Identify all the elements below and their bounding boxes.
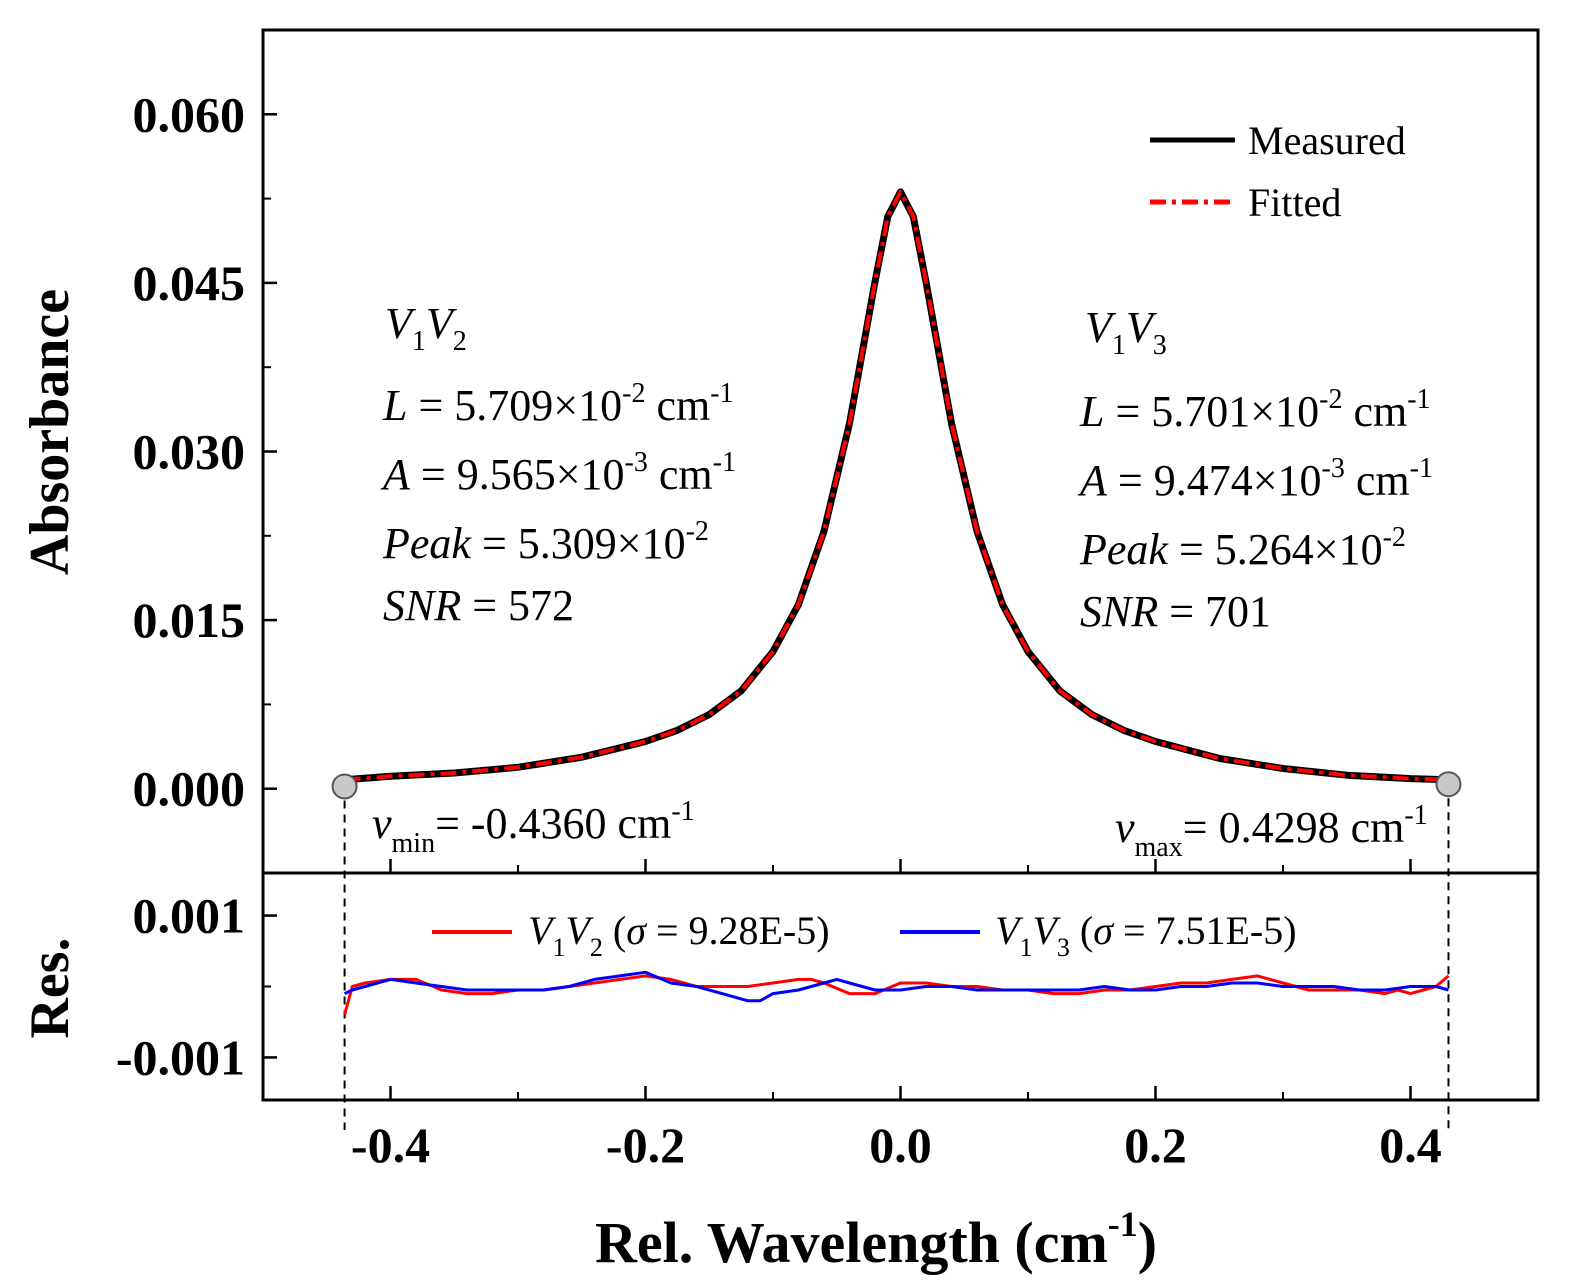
annotation-right-l: L = 5.701×10-2 cm-1 — [1079, 384, 1431, 436]
annotation-left-a: A = 9.565×10-3 cm-1 — [380, 447, 736, 499]
marker-nu-max — [1435, 771, 1462, 798]
annotation-right-snr: SNR = 701 — [1080, 587, 1271, 636]
annotation-left-l: L = 5.709×10-2 cm-1 — [382, 378, 734, 430]
y-tick-label-main: 0.030 — [133, 424, 246, 480]
y-tick-label-residual: 0.001 — [133, 888, 246, 944]
legend-label-v1v2: V1V2 (σ = 9.28E-5) — [528, 908, 830, 962]
legend-label-fitted: Fitted — [1248, 180, 1341, 225]
legend-label-v1v3: V1V3 (σ = 7.51E-5) — [995, 908, 1297, 962]
annotation-right-title: V1V3 — [1085, 303, 1167, 361]
annotation-left-peak: Peak = 5.309×10-2 — [382, 516, 709, 568]
annotation-right-a: A = 9.474×10-3 cm-1 — [1077, 453, 1433, 505]
plot-frame-residual — [261, 871, 1540, 1102]
annotation-right-peak: Peak = 5.264×10-2 — [1079, 522, 1406, 574]
marker-nu-min — [331, 773, 358, 800]
x-tick-label: 0.4 — [1379, 1117, 1442, 1173]
annotation-right: V1V3 L = 5.701×10-2 cm-1 A = 9.474×10-3 … — [1077, 303, 1433, 636]
x-tick-label: 0.2 — [1124, 1117, 1187, 1173]
x-axis-title-close: ) — [1138, 1210, 1157, 1275]
annotation-nu-min: vmin= -0.4360 cm-1 — [372, 796, 695, 859]
y-axis-title-residual: Res. — [19, 937, 81, 1038]
x-axis-title-exp: -1 — [1108, 1204, 1138, 1244]
legend-label-measured: Measured — [1248, 118, 1406, 163]
y-tick-label-main: 0.060 — [133, 86, 246, 142]
series-line-residual-v1v2 — [343, 974, 1450, 1016]
legend-residual: V1V2 (σ = 9.28E-5) V1V3 (σ = 7.51E-5) — [432, 908, 1297, 962]
annotation-nu-max: vmax= 0.4298 cm-1 — [1115, 800, 1428, 863]
y-tick-label-residual: -0.001 — [116, 1029, 245, 1085]
annotation-left: V1V2 L = 5.709×10-2 cm-1 A = 9.565×10-3 … — [380, 299, 736, 630]
legend-main: Measured Fitted — [1150, 118, 1406, 225]
x-tick-label: -0.2 — [606, 1117, 685, 1173]
x-axis-title: Rel. Wavelength (cm-1) — [595, 1204, 1157, 1275]
x-axis-title-main: Rel. Wavelength (cm — [595, 1210, 1108, 1275]
y-tick-label-main: 0.015 — [133, 592, 246, 648]
y-tick-label-main: 0.000 — [133, 761, 246, 817]
series-line-fitted — [344, 189, 1449, 782]
x-tick-label: 0.0 — [869, 1117, 932, 1173]
x-tick-label: -0.4 — [351, 1117, 430, 1173]
series-line-residual-v1v3 — [343, 970, 1449, 1003]
y-axis-title-absorbance: Absorbance — [19, 289, 81, 575]
annotation-left-snr: SNR = 572 — [383, 581, 574, 630]
y-tick-label-main: 0.045 — [133, 255, 246, 311]
annotation-left-title: V1V2 — [385, 299, 467, 357]
